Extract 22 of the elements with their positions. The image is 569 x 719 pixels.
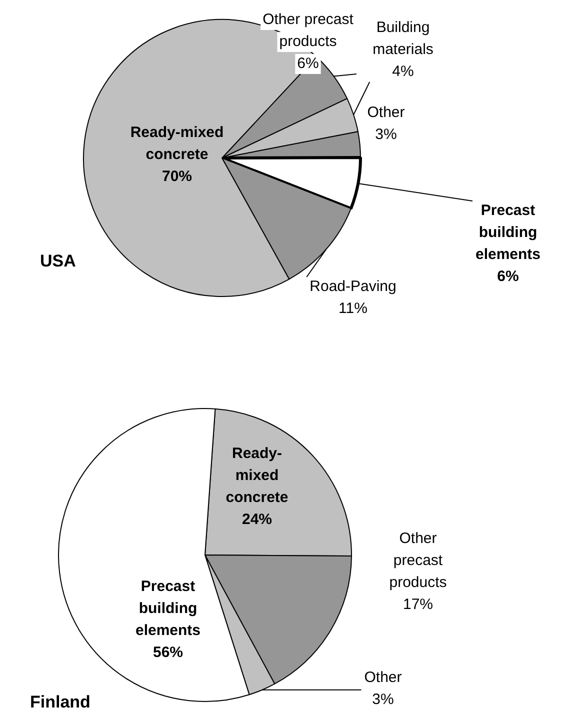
slice-label: Other precast products (389, 530, 447, 592)
data-label: 3% (375, 126, 397, 144)
slice-label: Other precast products (262, 11, 354, 50)
slice-label: Ready-mixed concrete (226, 445, 288, 506)
text: USA (40, 252, 76, 271)
data-label: 11% (338, 300, 368, 318)
slice-label: Building materials (372, 19, 434, 58)
data-label: 17% (402, 596, 434, 614)
slice-label: Other (364, 669, 402, 686)
slice-label: Other (367, 104, 405, 122)
slice-label: Precast building elements (475, 202, 541, 264)
text: Finland (30, 692, 90, 712)
data-label: 6% (297, 55, 319, 72)
slice-label: Ready-mixed concrete (130, 124, 224, 164)
data-label: 4% (392, 63, 414, 80)
data-label: 3% (372, 691, 394, 708)
slice-label: Precast building elements (135, 578, 201, 640)
data-label: 70% (162, 168, 192, 186)
slice-label: Road-Paving (310, 278, 396, 296)
data-label: 56% (152, 644, 184, 662)
data-label: 6% (497, 268, 519, 286)
data-label: 24% (242, 511, 272, 528)
